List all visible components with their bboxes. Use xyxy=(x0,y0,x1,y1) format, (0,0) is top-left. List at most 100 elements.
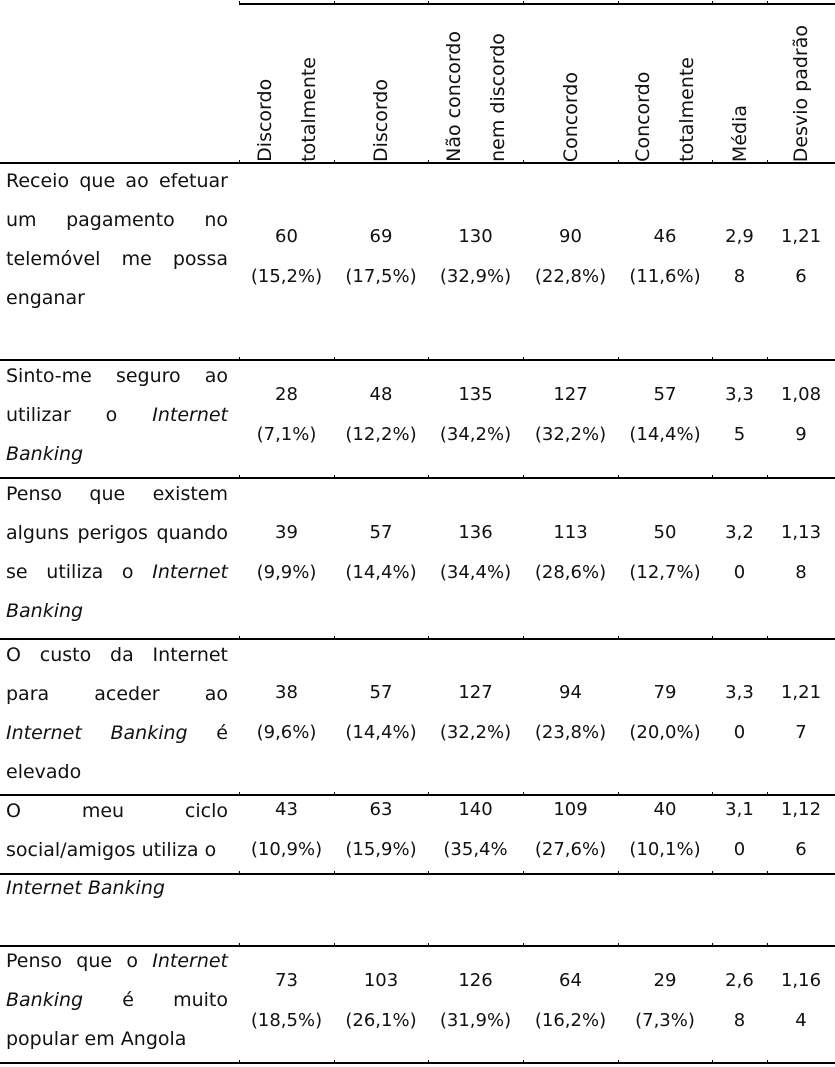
column-header-concordo-totalmente: Concordo totalmente xyxy=(618,4,712,162)
row-label: Receio que ao efetuar um pagamento no te… xyxy=(6,170,228,309)
column-tick xyxy=(334,1060,335,1064)
column-header-label: Discordo totalmente xyxy=(253,57,320,162)
row-rule xyxy=(0,477,835,479)
column-tick xyxy=(523,357,524,361)
column-tick xyxy=(767,871,768,875)
table-cell: 28 (7,1%) xyxy=(256,384,317,445)
table-cell: 136 (34,4%) xyxy=(439,522,512,583)
column-tick xyxy=(767,636,768,640)
table-cell: 94 (23,8%) xyxy=(534,682,607,743)
table-cell: 38 (9,6%) xyxy=(256,682,317,743)
column-tick xyxy=(334,160,335,164)
column-tick xyxy=(618,1060,619,1064)
column-tick xyxy=(239,1060,240,1064)
column-tick xyxy=(239,1,240,5)
column-header-label: Concordo totalmente xyxy=(632,57,698,162)
column-tick xyxy=(618,160,619,164)
table-cell: 1,21 6 xyxy=(780,226,822,287)
row-label-text: Sinto-me seguro ao utilizar o Internet B… xyxy=(6,365,228,465)
table-cell: 69 (17,5%) xyxy=(345,226,417,287)
column-tick xyxy=(428,1060,429,1064)
column-tick xyxy=(334,357,335,361)
table-cell: 1,13 8 xyxy=(780,522,822,583)
column-tick xyxy=(618,871,619,875)
column-tick xyxy=(523,871,524,875)
column-tick xyxy=(618,792,619,796)
column-tick xyxy=(334,1,335,5)
table-cell: 48 (12,2%) xyxy=(345,384,417,445)
row-label: Sinto-me seguro ao utilizar o Internet B… xyxy=(6,357,228,474)
row-rule xyxy=(0,945,835,947)
column-tick xyxy=(428,1,429,5)
table-cell: 126 (31,9%) xyxy=(439,970,512,1031)
table-cell: 127 (32,2%) xyxy=(439,682,512,743)
column-tick xyxy=(712,871,713,875)
header-bottom-rule xyxy=(0,162,835,164)
column-tick xyxy=(712,636,713,640)
row-label: O meu ciclo social/amigos utiliza o xyxy=(6,800,228,861)
column-tick xyxy=(334,636,335,640)
table-cell: 3,2 0 xyxy=(725,522,754,583)
table-cell: 127 (32,2%) xyxy=(534,384,607,445)
table-cell: 63 (15,9%) xyxy=(345,799,417,860)
table-cell: 103 (26,1%) xyxy=(345,970,417,1031)
column-header-desvio-padrao: Desvio padrão xyxy=(767,4,835,162)
column-header-discordo: Discordo xyxy=(334,4,428,162)
column-header-label: Discordo xyxy=(370,78,392,162)
column-tick xyxy=(712,943,713,947)
table-cell: 2,9 8 xyxy=(725,226,754,287)
column-tick xyxy=(712,1,713,5)
column-tick xyxy=(712,475,713,479)
row-label-overflow: Internet Banking xyxy=(6,869,228,908)
column-tick xyxy=(334,475,335,479)
table-cell: 109 (27,6%) xyxy=(534,799,607,860)
column-tick xyxy=(428,943,429,947)
column-tick xyxy=(239,792,240,796)
table-cell: 2,6 8 xyxy=(725,970,754,1031)
table-cell: 130 (32,9%) xyxy=(439,226,512,287)
table-cell: 50 (12,7%) xyxy=(629,522,701,583)
table-cell: 3,1 0 xyxy=(725,799,754,860)
column-tick xyxy=(523,160,524,164)
column-tick xyxy=(334,792,335,796)
column-tick xyxy=(428,160,429,164)
row-label: O custo da Internet para aceder ao Inter… xyxy=(6,636,228,792)
column-tick xyxy=(523,1,524,5)
column-tick xyxy=(239,636,240,640)
row-label: Penso que existem alguns perigos quando … xyxy=(6,475,228,631)
column-tick xyxy=(523,943,524,947)
table-cell: 1,21 7 xyxy=(780,682,822,743)
column-tick xyxy=(523,1060,524,1064)
column-tick xyxy=(428,636,429,640)
column-tick xyxy=(334,943,335,947)
column-tick xyxy=(523,792,524,796)
column-header-label: Média xyxy=(728,104,751,162)
table-cell: 1,12 6 xyxy=(780,799,822,860)
table-cell: 113 (28,6%) xyxy=(534,522,607,583)
column-tick xyxy=(767,943,768,947)
table-cell: 60 (15,2%) xyxy=(250,226,323,287)
column-tick xyxy=(767,1,768,5)
table-cell: 43 (10,9%) xyxy=(250,799,323,860)
column-header-label: Concordo xyxy=(559,71,582,162)
column-tick xyxy=(618,636,619,640)
table-cell: 39 (9,9%) xyxy=(256,522,317,583)
row-rule xyxy=(0,359,835,361)
column-header-label: Desvio padrão xyxy=(790,24,812,162)
column-tick xyxy=(523,636,524,640)
column-tick xyxy=(334,871,335,875)
column-header-label: Não concordo nem discordo xyxy=(442,31,509,162)
column-tick xyxy=(712,1060,713,1064)
table-cell: 3,3 5 xyxy=(725,384,754,445)
column-header-discordo-totalmente: Discordo totalmente xyxy=(239,4,334,162)
column-tick xyxy=(428,475,429,479)
column-tick xyxy=(712,160,713,164)
column-tick xyxy=(523,475,524,479)
row-label-text: Penso que existem alguns perigos quando … xyxy=(6,483,228,622)
table-cell: 79 (20,0%) xyxy=(629,682,701,743)
row-label-text: Penso que o Internet Banking é muito pop… xyxy=(6,950,228,1050)
table-cell: 3,3 0 xyxy=(725,682,754,743)
column-tick xyxy=(767,1060,768,1064)
column-tick xyxy=(618,943,619,947)
column-tick xyxy=(712,357,713,361)
